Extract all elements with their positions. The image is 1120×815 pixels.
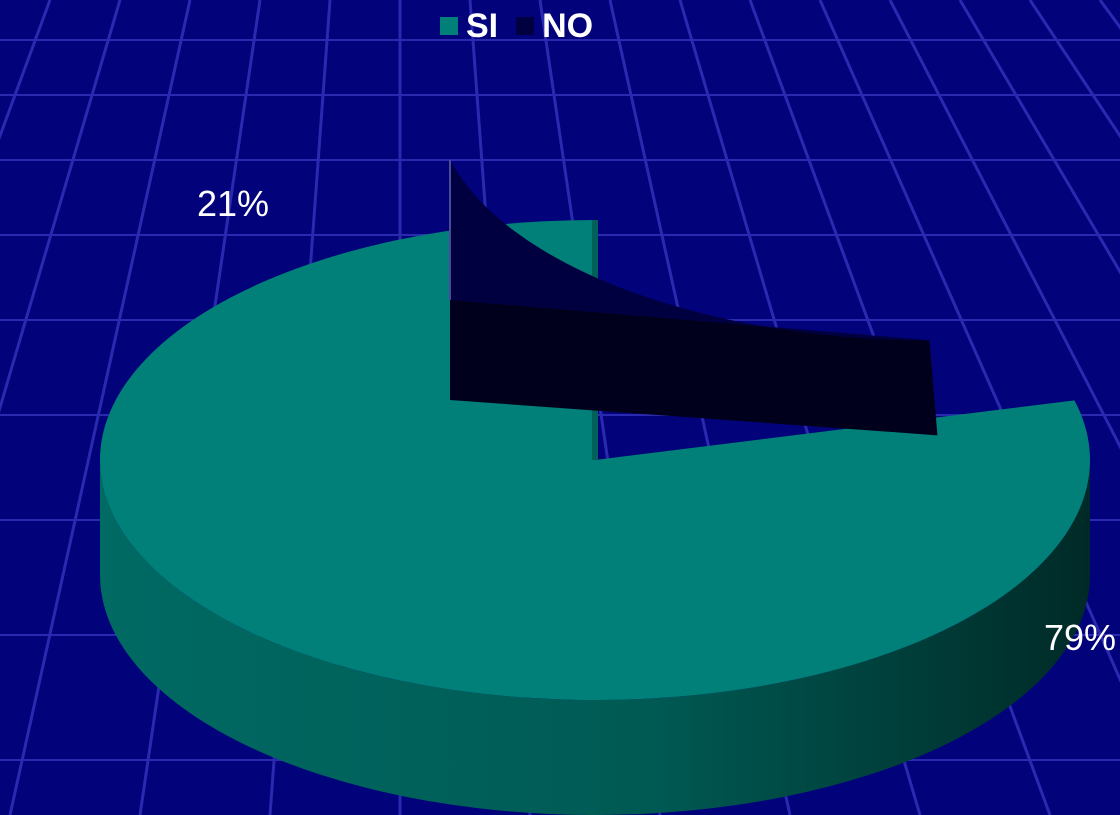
grid-line <box>8 0 192 815</box>
grid-line <box>0 0 122 413</box>
grid-line <box>958 0 1120 275</box>
legend-label-no: NO <box>542 7 594 45</box>
grid-line <box>818 0 1120 683</box>
legend-label-si: SI <box>466 7 499 45</box>
data-label-si: 79% <box>1044 617 1116 658</box>
legend: SI NO <box>440 8 593 44</box>
grid-line <box>888 0 1120 450</box>
legend-item-si: SI <box>440 8 498 44</box>
pie-slices: 79% 21% <box>99 160 1116 815</box>
legend-swatch-no <box>516 17 535 35</box>
grid-line <box>0 0 52 141</box>
slice-si-side <box>100 460 1090 815</box>
data-label-no: 21% <box>197 183 269 224</box>
legend-swatch-si <box>440 17 458 35</box>
legend-item-no: NO <box>516 8 593 44</box>
slice-no <box>450 160 930 341</box>
